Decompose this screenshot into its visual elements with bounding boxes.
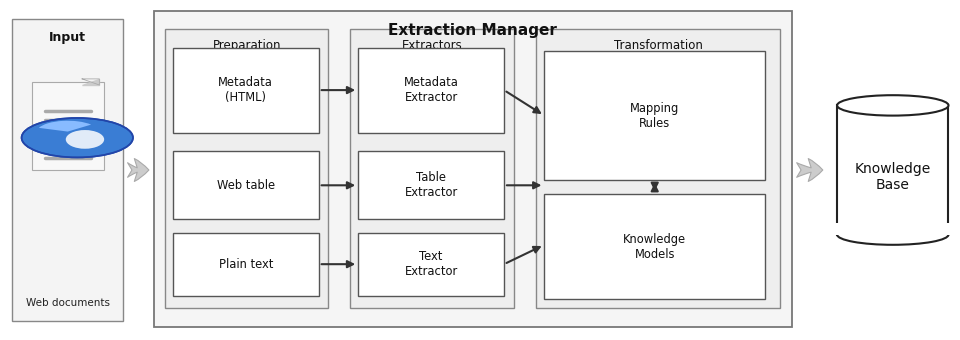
FancyBboxPatch shape: [358, 233, 504, 296]
FancyBboxPatch shape: [173, 233, 319, 296]
FancyBboxPatch shape: [358, 151, 504, 219]
FancyBboxPatch shape: [358, 48, 504, 133]
Text: Knowledge
Models: Knowledge Models: [623, 233, 686, 260]
FancyBboxPatch shape: [154, 11, 792, 327]
FancyBboxPatch shape: [835, 223, 950, 235]
Text: Web table: Web table: [217, 179, 275, 192]
Ellipse shape: [837, 224, 948, 245]
Text: Table
Extractor: Table Extractor: [404, 171, 458, 199]
Text: Metadata
(HTML): Metadata (HTML): [218, 76, 274, 104]
Text: Extractors: Extractors: [401, 39, 463, 52]
FancyBboxPatch shape: [536, 29, 780, 308]
FancyBboxPatch shape: [350, 29, 514, 308]
Text: Text
Extractor: Text Extractor: [404, 250, 458, 278]
FancyBboxPatch shape: [12, 19, 123, 321]
Ellipse shape: [65, 130, 104, 149]
FancyBboxPatch shape: [544, 194, 765, 299]
Circle shape: [22, 118, 132, 157]
Text: Preparation: Preparation: [212, 39, 281, 52]
Polygon shape: [83, 79, 100, 85]
Text: Knowledge
Base: Knowledge Base: [854, 162, 931, 192]
FancyBboxPatch shape: [544, 51, 765, 180]
Text: Plain text: Plain text: [219, 258, 273, 271]
Ellipse shape: [837, 95, 948, 116]
FancyBboxPatch shape: [165, 29, 328, 308]
Text: Extraction Manager: Extraction Manager: [389, 23, 557, 38]
FancyBboxPatch shape: [33, 82, 105, 170]
Text: Web documents: Web documents: [26, 298, 109, 308]
Text: Mapping
Rules: Mapping Rules: [630, 102, 680, 130]
Text: Input: Input: [49, 31, 86, 44]
FancyBboxPatch shape: [173, 48, 319, 133]
FancyBboxPatch shape: [173, 151, 319, 219]
FancyBboxPatch shape: [837, 105, 948, 235]
Text: Metadata
Extractor: Metadata Extractor: [403, 76, 459, 104]
Text: Transformation: Transformation: [613, 39, 703, 52]
Wedge shape: [39, 121, 91, 132]
